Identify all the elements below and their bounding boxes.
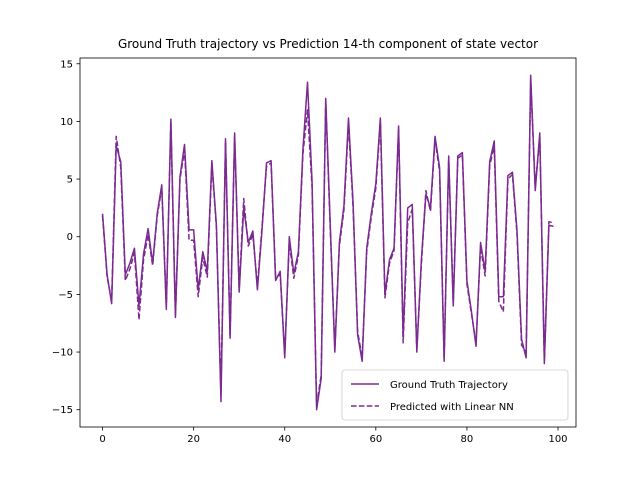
y-axis: −15 −10 −5 0 5 10 15 (52, 59, 80, 416)
x-tick-label: 20 (187, 434, 200, 445)
legend: Ground Truth Trajectory Predicted with L… (341, 369, 569, 421)
y-tick-label: 0 (67, 232, 73, 243)
legend-box (341, 369, 569, 421)
series-line-predicted (101, 80, 554, 406)
legend-label-ground-truth: Ground Truth Trajectory (390, 380, 508, 391)
y-tick-label: −10 (52, 348, 73, 359)
y-tick-label: −5 (58, 290, 73, 301)
chart-title: Ground Truth trajectory vs Prediction 14… (118, 37, 538, 51)
x-tick-label: 80 (461, 434, 474, 445)
x-tick-label: 40 (278, 434, 291, 445)
x-tick-label: 0 (99, 434, 105, 445)
x-tick-label: 60 (369, 434, 382, 445)
y-tick-label: −15 (52, 405, 73, 416)
plot-area: 0 20 40 60 80 100 −15 −10 −5 0 5 10 15 (52, 57, 577, 445)
y-tick-label: 5 (67, 175, 73, 186)
x-tick-label: 100 (548, 434, 567, 445)
x-axis: 0 20 40 60 80 100 (99, 427, 568, 445)
axes-frame (79, 57, 577, 428)
legend-label-predicted: Predicted with Linear NN (390, 402, 514, 413)
series-layer (101, 74, 554, 411)
y-tick-label: 15 (60, 59, 73, 70)
y-tick-label: 10 (60, 117, 73, 128)
